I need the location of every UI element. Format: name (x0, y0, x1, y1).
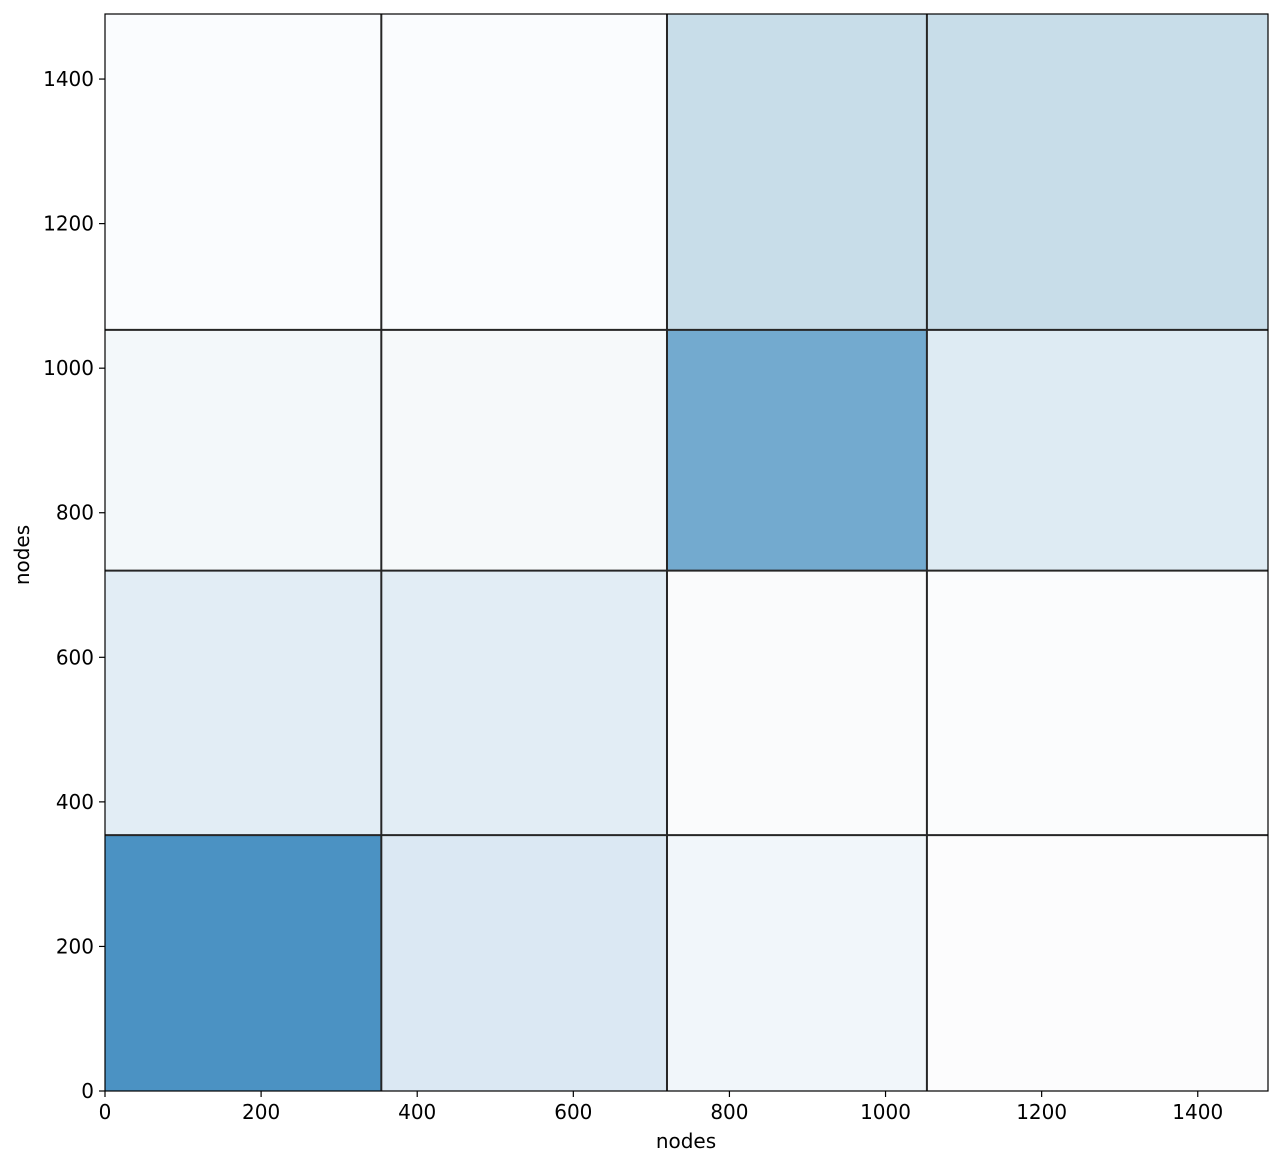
heatmap-cell-r0-c1 (381, 835, 667, 1091)
heatmap-cell-r1-c0 (105, 570, 382, 836)
plot-frame (104, 13, 1269, 1092)
heatmap-cell-r2-c1 (381, 329, 667, 571)
heatmap-cell-r0-c2 (666, 835, 927, 1091)
x-tick-label: 800 (710, 1100, 748, 1124)
y-tick-label: 1000 (43, 356, 94, 380)
y-tick-label: 600 (56, 645, 94, 669)
y-tick-label: 400 (56, 790, 94, 814)
x-axis-ticks: 0 200 400 600 800 1000 1200 1400 (99, 1091, 1223, 1124)
x-tick-label: 0 (99, 1100, 112, 1124)
heatmap-cell-r3-c3 (926, 14, 1268, 330)
heatmap-cell-r0-c0 (105, 835, 382, 1091)
heatmap-cells (105, 14, 1268, 1091)
y-tick-label: 200 (56, 934, 94, 958)
heatmap-cell-r0-c3 (926, 835, 1268, 1091)
x-tick-label: 600 (554, 1100, 592, 1124)
heatmap-cell-r1-c2 (666, 570, 927, 836)
heatmap-cell-r2-c0 (105, 329, 382, 571)
heatmap-cell-r3-c2 (666, 14, 927, 330)
heatmap-cell-r3-c1 (381, 14, 667, 330)
x-tick-label: 400 (398, 1100, 436, 1124)
y-axis-ticks: 0 200 400 600 800 1000 1200 1400 (43, 67, 105, 1103)
y-tick-label: 800 (56, 501, 94, 525)
y-tick-label: 0 (81, 1079, 94, 1103)
heatmap-cell-r3-c0 (105, 14, 382, 330)
block-boundary-lines (105, 14, 1268, 1091)
y-axis-label: nodes (10, 525, 34, 585)
heatmap-cell-r2-c2 (666, 329, 927, 571)
x-tick-label: 1400 (1172, 1100, 1223, 1124)
x-tick-label: 1000 (860, 1100, 911, 1124)
heatmap-cell-r2-c3 (926, 329, 1268, 571)
heatmap-cell-r1-c3 (926, 570, 1268, 836)
y-tick-label: 1400 (43, 67, 94, 91)
x-tick-label: 200 (242, 1100, 280, 1124)
x-axis-label: nodes (656, 1129, 716, 1153)
heatmap-cell-r1-c1 (381, 570, 667, 836)
y-tick-label: 1200 (43, 212, 94, 236)
x-tick-label: 1200 (1016, 1100, 1067, 1124)
